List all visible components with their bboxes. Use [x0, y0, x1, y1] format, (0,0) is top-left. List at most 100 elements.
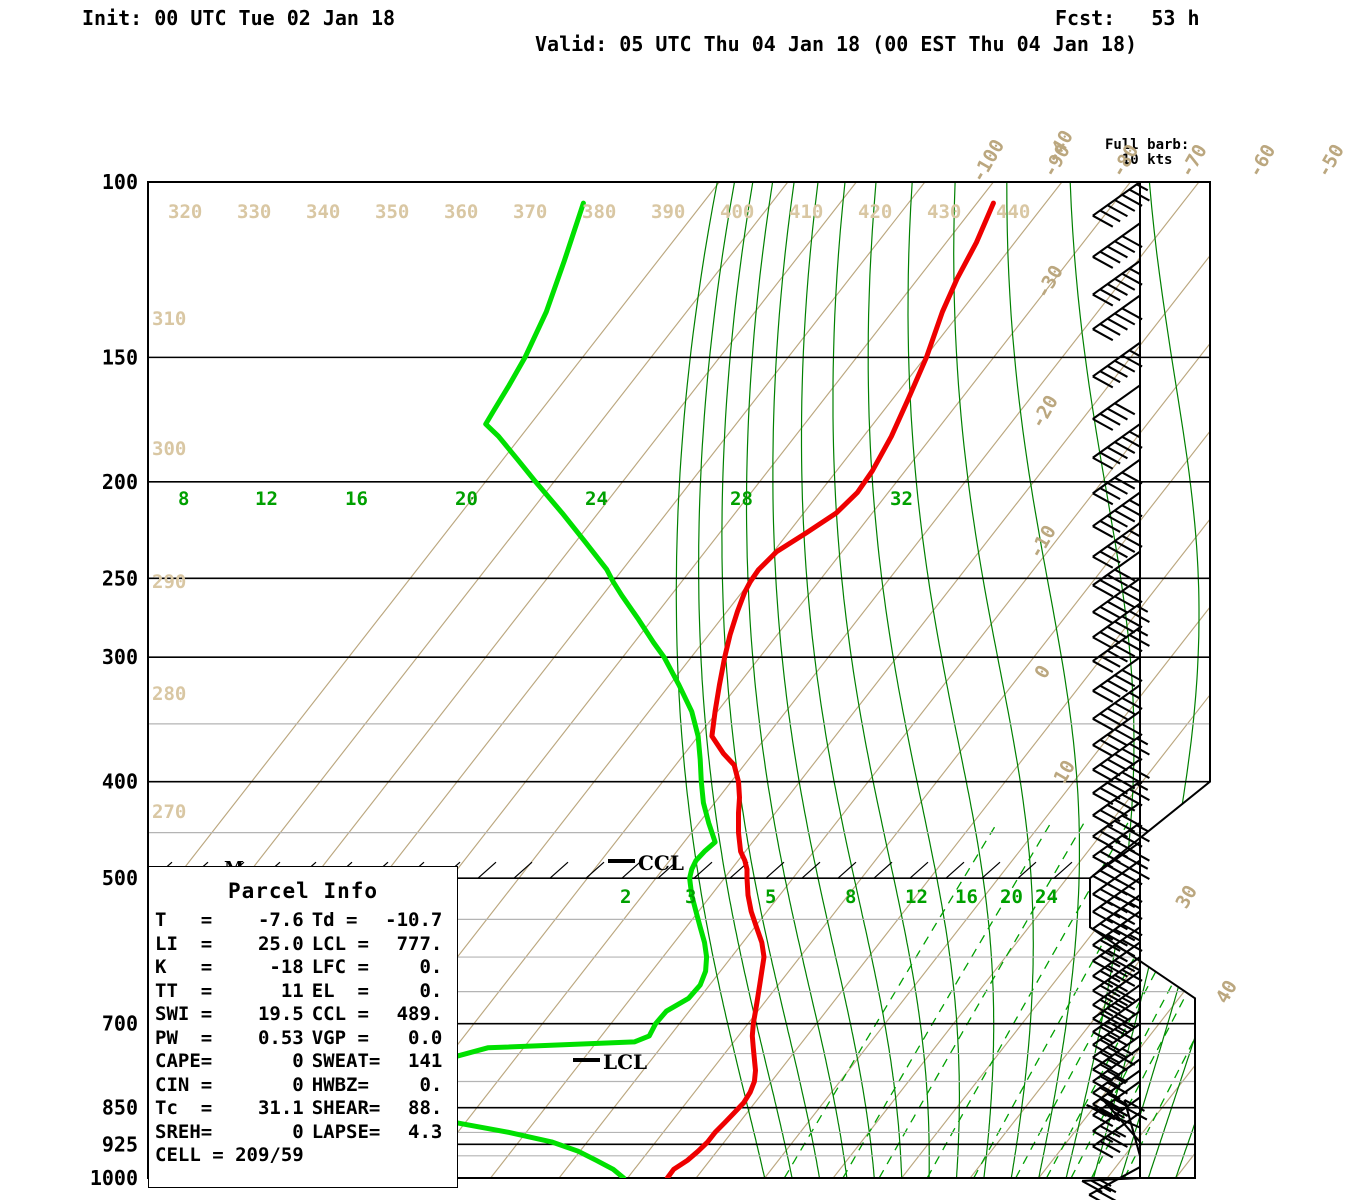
svg-text:430: 430 — [927, 201, 961, 223]
parcel-cell: CELL — [155, 1144, 201, 1166]
svg-text:8: 8 — [845, 886, 856, 908]
forecast-hour-label: Fcst: 53 h — [1055, 6, 1200, 30]
svg-text:30: 30 — [1172, 882, 1202, 913]
parcel-info-row: TT = 11 EL = 0. — [155, 980, 442, 1004]
parcel-info-row: SWI = 19.5 CCL = 489. — [155, 1003, 442, 1027]
parcel-cell: = 209/59 — [212, 1144, 304, 1166]
parcel-info-row: Tc = 31.1 SHEAR= 88. — [155, 1097, 442, 1121]
svg-text:40: 40 — [1212, 977, 1242, 1008]
parcel-cell: Tc = — [155, 1097, 213, 1119]
svg-text:360: 360 — [444, 201, 478, 223]
parcel-cell: CCL = — [311, 1003, 369, 1025]
svg-text:310: 310 — [152, 308, 186, 330]
svg-text:0: 0 — [1030, 662, 1055, 683]
svg-text:200: 200 — [102, 470, 138, 494]
svg-text:150: 150 — [102, 345, 138, 369]
parcel-cell: SWI = — [155, 1003, 213, 1025]
svg-text:CCL: CCL — [638, 851, 684, 875]
parcel-cell: SWEAT= — [311, 1050, 381, 1072]
svg-text:5: 5 — [765, 886, 776, 908]
svg-text:350: 350 — [375, 201, 409, 223]
parcel-cell: 141 — [408, 1050, 443, 1072]
parcel-cell: 88. — [408, 1097, 443, 1119]
wind-barb-column — [1081, 181, 1150, 1200]
parcel-cell: TT = — [155, 979, 213, 1002]
parcel-cell: -7.6 — [257, 909, 304, 931]
svg-text:700: 700 — [102, 1012, 138, 1036]
parcel-info-box: Parcel Info T = -7.6 Td = -10.7 LI = 25.0 LCL … — [148, 866, 458, 1188]
parcel-info-row: CELL = 209/59 — [155, 1144, 442, 1168]
svg-text:-50: -50 — [1313, 141, 1349, 182]
svg-text:24: 24 — [585, 488, 608, 510]
svg-text:330: 330 — [237, 201, 271, 223]
parcel-info-row: T = -7.6 Td = -10.7 — [155, 909, 442, 933]
parcel-cell: EL = — [311, 979, 369, 1002]
parcel-cell: SREH= — [155, 1120, 213, 1143]
full-barb-legend: Full barb: 10 kts — [1105, 137, 1190, 168]
parcel-cell: -10.7 — [385, 909, 443, 931]
svg-text:420: 420 — [858, 201, 892, 223]
svg-text:380: 380 — [582, 201, 616, 223]
parcel-cell: 777. — [396, 932, 443, 955]
svg-text:24: 24 — [1035, 886, 1058, 908]
parcel-info-row: SREH= 0 LAPSE= 4.3 — [155, 1121, 442, 1145]
parcel-cell — [380, 1144, 442, 1168]
svg-text:370: 370 — [513, 201, 547, 223]
svg-text:100: 100 — [102, 170, 138, 194]
svg-text:2: 2 — [620, 886, 631, 908]
parcel-cell: 19.5 — [257, 1003, 304, 1025]
parcel-cell: VGP = — [311, 1026, 369, 1049]
svg-text:-100: -100 — [967, 136, 1009, 187]
svg-text:32: 32 — [890, 488, 913, 510]
svg-text:8: 8 — [178, 488, 189, 510]
svg-text:28: 28 — [730, 488, 753, 510]
parcel-cell: 0 — [292, 1050, 304, 1072]
svg-text:300: 300 — [152, 438, 186, 460]
svg-text:340: 340 — [306, 201, 340, 223]
parcel-cell: LI = — [155, 932, 213, 955]
svg-text:1000: 1000 — [90, 1166, 138, 1190]
init-time-label: Init: 00 UTC Tue 02 Jan 18 — [82, 6, 396, 30]
svg-text:-20: -20 — [1027, 392, 1063, 433]
parcel-cell: 25.0 — [257, 932, 304, 955]
svg-text:20: 20 — [455, 488, 478, 510]
parcel-info-row: CAPE= 0 SWEAT= 141 — [155, 1050, 442, 1074]
parcel-cell: 0.0 — [408, 1026, 443, 1049]
parcel-cell: 0.53 — [257, 1026, 304, 1049]
parcel-cell: 0 — [292, 1120, 304, 1143]
svg-text:270: 270 — [152, 801, 186, 823]
parcel-cell: 489. — [396, 1003, 443, 1025]
svg-text:12: 12 — [255, 488, 278, 510]
parcel-cell: LFC = — [311, 956, 369, 978]
svg-text:-30: -30 — [1032, 262, 1068, 303]
parcel-cell: Td = — [311, 909, 358, 931]
svg-text:400: 400 — [102, 770, 138, 794]
parcel-cell: LAPSE= — [311, 1120, 381, 1143]
svg-text:440: 440 — [996, 201, 1030, 223]
moist-adiabat-lines — [675, 182, 1210, 1178]
svg-text:-80: -80 — [1107, 141, 1143, 182]
parcel-cell: CAPE= — [155, 1050, 213, 1072]
svg-text:410: 410 — [789, 201, 823, 223]
parcel-cell: 0. — [419, 1073, 443, 1096]
parcel-cell: 4.3 — [408, 1120, 443, 1143]
parcel-cell: CIN = — [155, 1073, 213, 1096]
svg-text:280: 280 — [152, 683, 186, 705]
parcel-cell: K = — [155, 956, 213, 978]
svg-text:3: 3 — [685, 886, 696, 908]
parcel-cell: 0 — [292, 1073, 304, 1096]
svg-text:-70: -70 — [1176, 141, 1212, 182]
parcel-cell: PW = — [155, 1026, 213, 1049]
svg-text:320: 320 — [168, 201, 202, 223]
parcel-cell: LCL = — [311, 932, 369, 955]
parcel-cell: 11 — [280, 979, 304, 1002]
parcel-cell: 0. — [419, 979, 443, 1002]
svg-text:20: 20 — [1000, 886, 1023, 908]
parcel-info-row: LI = 25.0 LCL = 777. — [155, 933, 442, 957]
parcel-info-row: PW = 0.53 VGP = 0.0 — [155, 1027, 442, 1051]
parcel-info-row: CIN = 0 HWBZ= 0. — [155, 1074, 442, 1098]
parcel-info-row: K = -18 LFC = 0. — [155, 956, 442, 980]
svg-text:400: 400 — [720, 201, 754, 223]
